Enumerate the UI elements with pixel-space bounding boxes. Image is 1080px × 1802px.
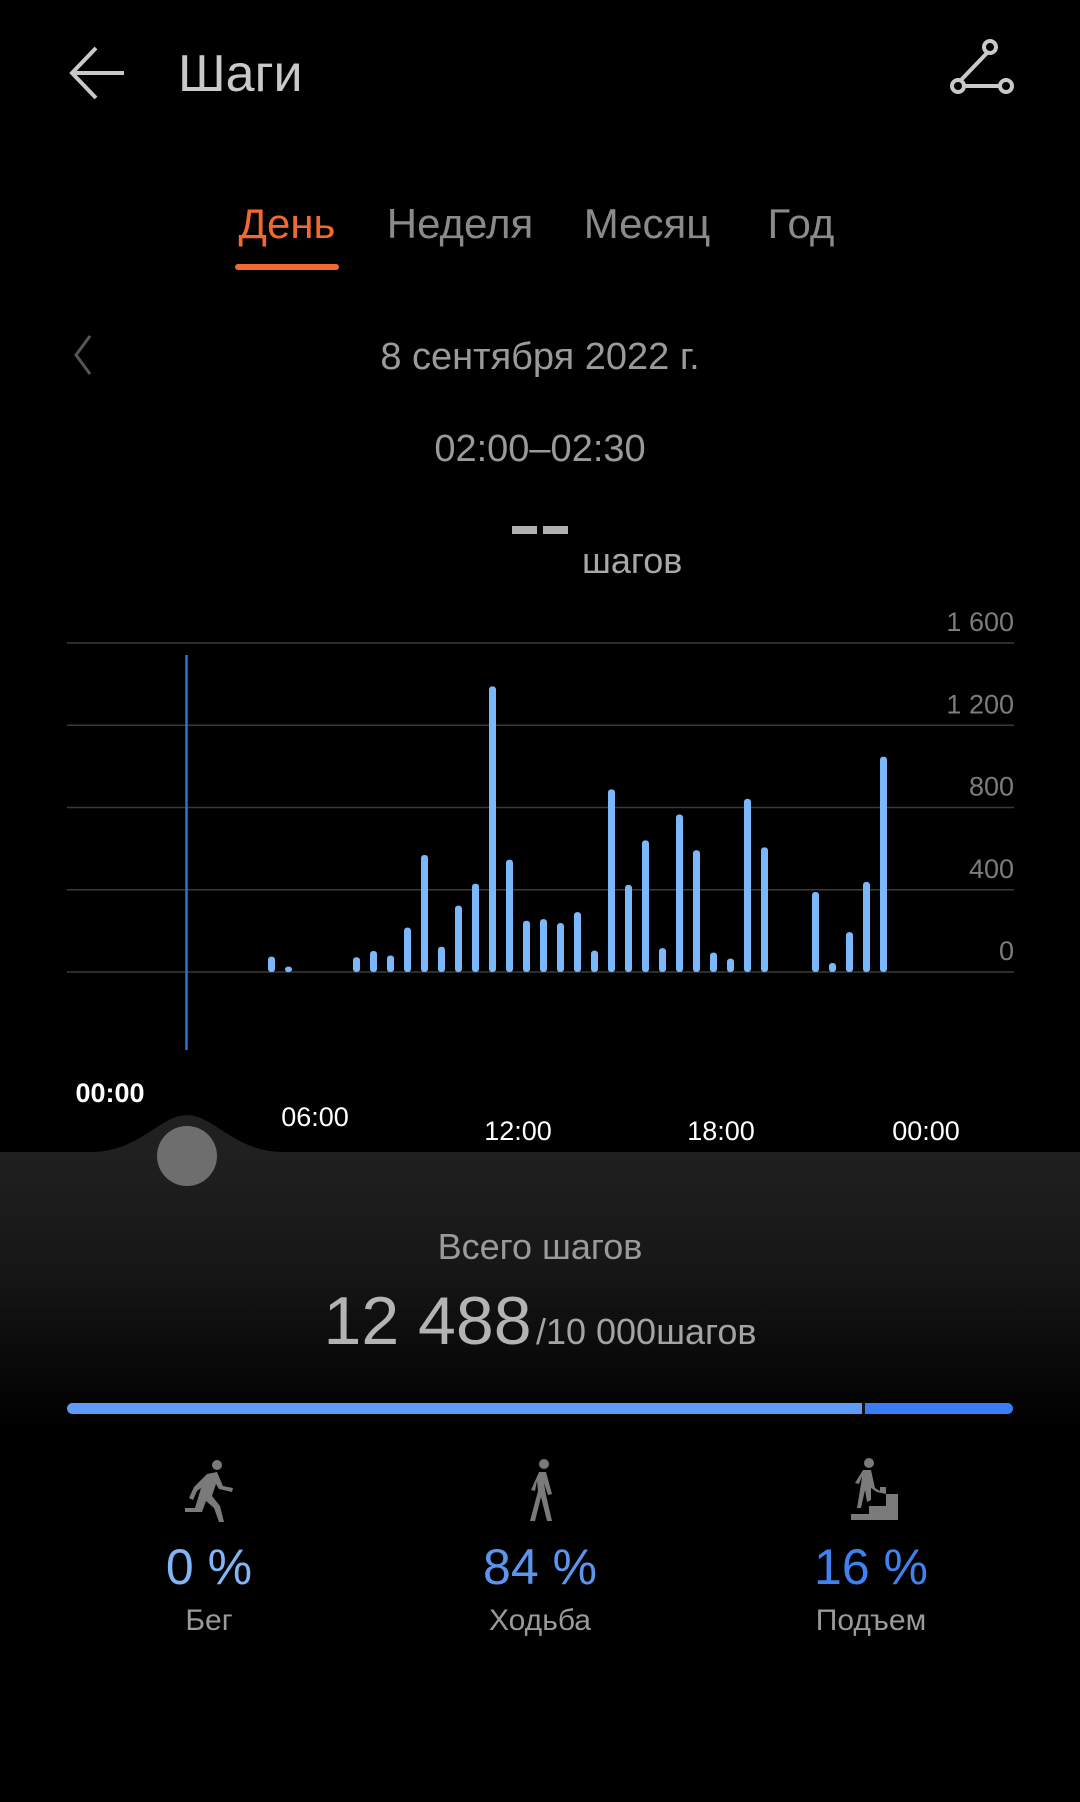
- x-tick-label: 00:00: [75, 1078, 145, 1108]
- bar-15:30: [642, 840, 649, 972]
- back-button[interactable]: [66, 40, 132, 106]
- x-tick-label: 06:00: [281, 1102, 349, 1132]
- date-label: 8 сентября 2022 г.: [380, 336, 700, 378]
- tab-active-indicator: [235, 264, 339, 270]
- bar-21:30: [846, 932, 853, 972]
- value-dash: [512, 526, 537, 534]
- steps-goal: /10 000шагов: [535, 1311, 757, 1352]
- stat-label: Подъем: [815, 1604, 927, 1637]
- selected-step-unit: шагов: [582, 540, 683, 581]
- bar-10:00: [455, 905, 462, 972]
- bar-11:30: [506, 859, 513, 972]
- bar-16:00: [659, 948, 666, 972]
- bar-17:30: [710, 952, 717, 972]
- bar-08:00: [387, 955, 394, 972]
- time-slider-handle[interactable]: [157, 1126, 217, 1186]
- share-icon: [950, 39, 1014, 94]
- bar-18:30: [744, 798, 751, 972]
- y-tick-label: 1 200: [946, 689, 1014, 719]
- bar-12:30: [540, 919, 547, 972]
- tab-day[interactable]: День: [238, 200, 336, 247]
- tab-month[interactable]: Месяц: [583, 200, 711, 247]
- climbing-stairs-icon: [851, 1458, 898, 1520]
- bar-14:30: [608, 789, 615, 972]
- bar-11:00: [489, 686, 496, 972]
- chevron-left-icon: [74, 335, 92, 375]
- arrow-left-icon: [69, 46, 124, 100]
- bar-13:30: [574, 912, 581, 972]
- bar-22:30: [880, 756, 887, 972]
- stat-walking: 84 % Ходьба: [420, 1458, 660, 1638]
- bar-09:30: [438, 946, 445, 972]
- bar-04:30: [268, 956, 275, 972]
- bar-08:30: [404, 927, 411, 972]
- y-tick-label: 800: [969, 772, 1014, 802]
- y-tick-label: 400: [969, 854, 1014, 884]
- total-steps: 12 488 /10 000шагов: [0, 1282, 1080, 1360]
- bar-18:00: [727, 958, 734, 972]
- x-tick-label: 12:00: [484, 1116, 552, 1146]
- tab-year[interactable]: Год: [767, 200, 835, 247]
- progress-divider: [861, 1403, 865, 1414]
- bar-09:00: [421, 854, 428, 972]
- page-title: Шаги: [178, 45, 303, 103]
- stat-value: 84 %: [483, 1539, 597, 1595]
- bar-13:00: [557, 923, 564, 972]
- total-steps-label: Всего шагов: [437, 1226, 643, 1267]
- bar-07:00: [353, 957, 360, 972]
- x-tick-label: 18:00: [687, 1116, 755, 1146]
- running-icon: [185, 1460, 233, 1522]
- steps-bar-chart[interactable]: 1 600 1 200 800 400 0: [0, 600, 1080, 1160]
- bar-20:30: [812, 892, 819, 972]
- activity-progress-bar: [67, 1403, 1013, 1414]
- bar-19:00: [761, 847, 768, 972]
- share-button[interactable]: [946, 36, 1016, 106]
- stat-value: 0 %: [165, 1539, 253, 1595]
- previous-day-button[interactable]: [64, 330, 104, 380]
- x-tick-label: 00:00: [892, 1116, 960, 1146]
- progress-walk-segment: [67, 1403, 862, 1414]
- selected-time-range: 02:00–02:30: [434, 428, 646, 470]
- tab-week[interactable]: Неделя: [386, 200, 534, 247]
- bar-15:00: [625, 884, 632, 972]
- progress-climb-segment: [864, 1403, 1013, 1414]
- bar-10:30: [472, 883, 479, 972]
- bar-22:00: [863, 881, 870, 972]
- bar-05:00: [285, 966, 292, 972]
- bar-14:00: [591, 950, 598, 972]
- total-steps-value: 12 488: [323, 1283, 532, 1359]
- stat-climbing: 16 % Подъем: [751, 1458, 991, 1638]
- bar-21:00: [829, 962, 836, 972]
- stat-label: Бег: [185, 1604, 233, 1637]
- bar-17:00: [693, 850, 700, 972]
- y-tick-label: 1 600: [946, 607, 1014, 637]
- stat-running: 0 % Бег: [89, 1458, 329, 1638]
- y-tick-label: 0: [999, 936, 1014, 966]
- walking-icon: [530, 1459, 552, 1521]
- stat-label: Ходьба: [488, 1604, 591, 1637]
- value-dash: [543, 526, 568, 534]
- selected-step-value: [512, 526, 568, 534]
- bar-16:30: [676, 814, 683, 972]
- bar-12:00: [523, 920, 530, 972]
- stat-value: 16 %: [814, 1539, 928, 1595]
- bar-07:30: [370, 951, 377, 972]
